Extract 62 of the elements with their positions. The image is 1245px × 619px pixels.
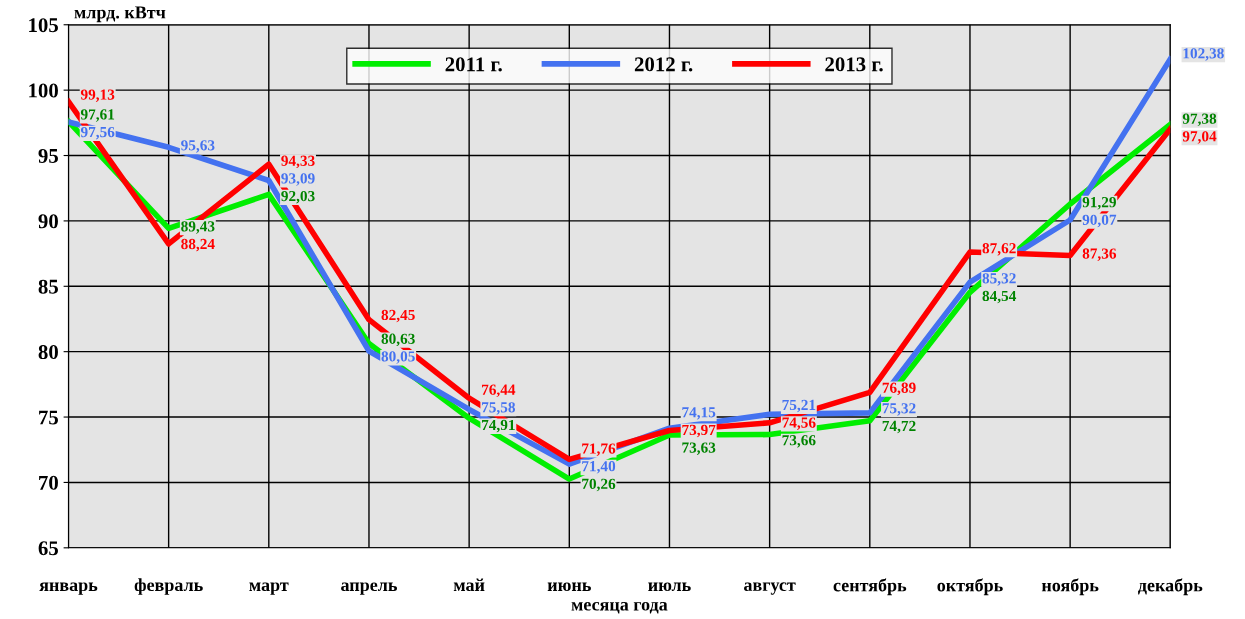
data-label: 87,36	[1082, 248, 1117, 261]
y-axis-title: млрд. кВтч	[74, 6, 166, 23]
y-tick-label: 100	[29, 83, 58, 98]
y-tick-label: 75	[39, 410, 58, 425]
data-label: 89,43	[181, 221, 215, 234]
y-tick-label: 80	[38, 345, 58, 360]
data-label: 71,40	[582, 461, 616, 474]
x-tick-label: февраль	[134, 578, 203, 595]
data-label: 74,72	[882, 420, 916, 434]
x-tick-label: июнь	[547, 582, 591, 592]
x-tick-label: май	[453, 578, 485, 592]
data-label: 74,15	[682, 407, 716, 420]
data-label: 80,63	[381, 333, 415, 347]
x-tick-label: сентябрь	[833, 578, 907, 596]
x-tick-label: январь	[39, 582, 98, 595]
data-label: 90,07	[1082, 214, 1117, 228]
y-tick-label: 70	[39, 475, 58, 490]
data-label: 75,21	[782, 399, 816, 413]
data-label: 75,58	[482, 402, 516, 415]
data-label: 95,63	[181, 140, 215, 153]
x-tick-label: июль	[648, 582, 691, 592]
data-label: 99,13	[80, 89, 115, 102]
data-label: 74,56	[782, 417, 816, 430]
y-tick-label: 90	[38, 214, 58, 229]
data-label: 91,29	[1082, 197, 1116, 210]
legend-label: 2012 г.	[634, 57, 693, 72]
legend-label: 2013 г.	[825, 57, 883, 72]
data-label: 85,32	[982, 273, 1016, 286]
data-label: 74,91	[482, 419, 515, 433]
x-tick-label: апрель	[341, 582, 397, 595]
data-label: 76,44	[482, 384, 516, 398]
data-label: 97,38	[1182, 113, 1217, 127]
data-label: 97,61	[80, 109, 115, 122]
data-label: 97,56	[80, 126, 115, 140]
y-tick-label: 95	[38, 148, 58, 163]
data-label: 70,26	[582, 478, 616, 492]
x-tick-label: октябрь	[937, 578, 1003, 596]
data-label: 73,97	[682, 424, 716, 438]
x-tick-label: декабрь	[1138, 578, 1203, 596]
data-label: 80,05	[381, 351, 415, 364]
x-tick-label: август	[744, 582, 796, 595]
data-label: 92,03	[281, 190, 315, 204]
data-label: 84,54	[982, 290, 1017, 304]
data-label: 88,24	[181, 238, 215, 252]
data-label: 87,62	[982, 243, 1016, 256]
data-label: 73,66	[782, 435, 816, 448]
legend-label: 2011 г.	[445, 57, 502, 72]
x-axis-title: месяца года	[571, 601, 668, 614]
y-tick-label: 65	[38, 541, 58, 556]
data-label: 94,33	[281, 155, 315, 169]
x-tick-label: март	[249, 582, 289, 595]
y-tick-label: 105	[29, 18, 58, 33]
data-label: 93,09	[281, 173, 315, 186]
data-label: 97,04	[1182, 131, 1217, 144]
data-label: 102,38	[1183, 48, 1224, 61]
data-label: 82,45	[381, 309, 415, 323]
y-tick-label: 85	[38, 279, 58, 294]
data-label: 71,76	[582, 443, 616, 456]
data-label: 76,89	[882, 382, 916, 396]
data-label: 73,63	[682, 442, 716, 455]
x-tick-label: ноябрь	[1041, 578, 1099, 596]
data-label: 75,32	[882, 403, 916, 416]
